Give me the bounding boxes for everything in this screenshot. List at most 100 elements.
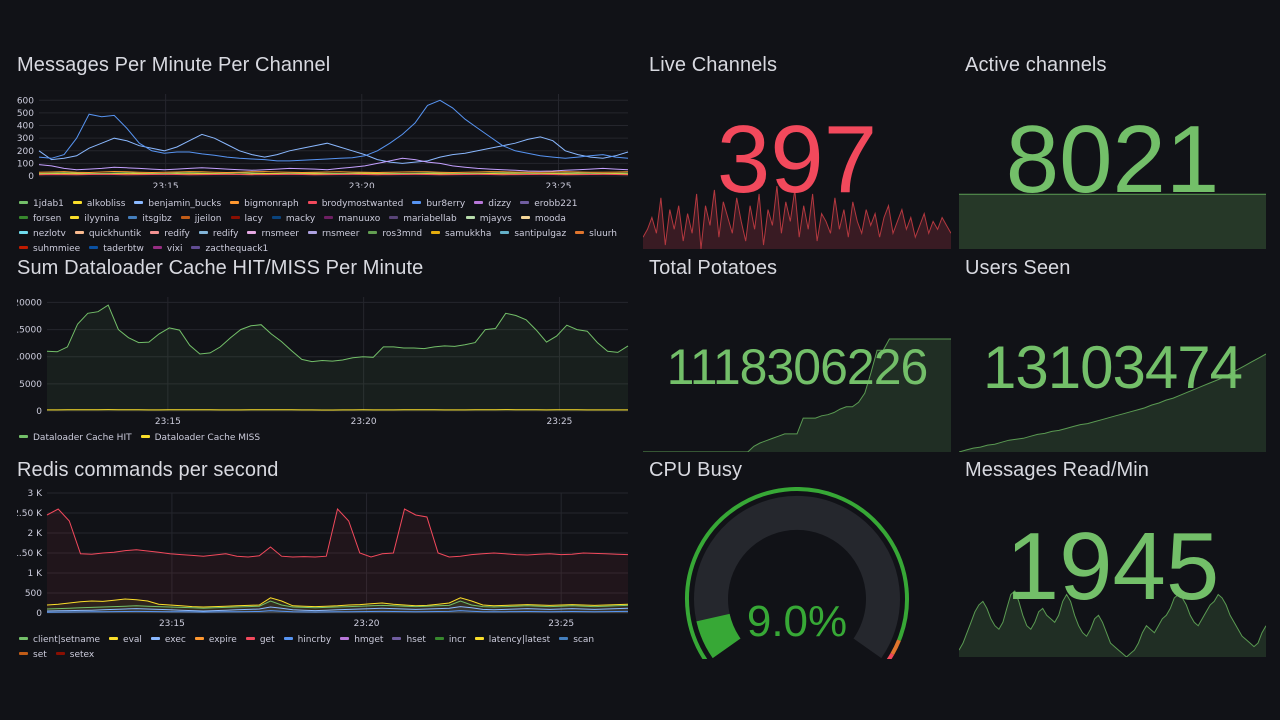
legend-item[interactable]: get	[245, 633, 275, 648]
legend-label: scan	[573, 635, 595, 645]
x-tick-label: 23:20	[349, 182, 375, 188]
legend-item[interactable]: brodymostwanted	[307, 197, 403, 212]
legend-item[interactable]: sluurh	[575, 227, 617, 242]
panel-title[interactable]: Redis commands per second	[17, 459, 279, 481]
legend-item[interactable]: vixi	[152, 242, 182, 257]
legend-item[interactable]: bur8erry	[412, 197, 465, 212]
legend-item[interactable]: rnsmeer	[247, 227, 299, 242]
legend-item[interactable]: ilyynina	[70, 212, 119, 227]
legend-label: hset	[406, 635, 426, 645]
series-line	[38, 133, 629, 164]
legend-item[interactable]: alkobliss	[72, 197, 125, 212]
legend-swatch	[465, 216, 475, 219]
panel-title[interactable]: Active channels	[965, 54, 1107, 76]
legend-label: redify	[212, 229, 239, 239]
legend-item[interactable]: taderbtw	[89, 242, 144, 257]
panel-title[interactable]: CPU Busy	[649, 459, 743, 481]
legend-item[interactable]: lacy	[230, 212, 263, 227]
gauge-threshold-green	[685, 487, 910, 659]
panel-messages-per-minute: Messages Per Minute Per Channel 600 500 40…	[17, 54, 632, 254]
legend-item[interactable]: manuuxo	[324, 212, 380, 227]
legend-item[interactable]: hincrby	[283, 633, 331, 648]
legend-item[interactable]: incr	[434, 633, 466, 648]
panel-title[interactable]: Total Potatoes	[649, 257, 778, 279]
panel-title[interactable]: Messages Read/Min	[965, 459, 1150, 481]
legend-item[interactable]: 1jdab1	[19, 197, 64, 212]
dataloader-chart[interactable]: 20000 15000 10000 5000 0 23:15 23:20 23:25	[17, 291, 632, 431]
legend-item[interactable]: setex	[55, 648, 95, 663]
panel-title[interactable]: Messages Per Minute Per Channel	[17, 54, 331, 76]
legend-item[interactable]: dizzy	[474, 197, 511, 212]
cpu-busy-gauge	[685, 487, 910, 659]
legend-item[interactable]: jjeilon	[180, 212, 222, 227]
legend-label: zacthequack1	[205, 244, 269, 254]
legend-item[interactable]: mooda	[520, 212, 566, 227]
legend-swatch	[520, 216, 530, 219]
legend-item[interactable]: hmget	[340, 633, 383, 648]
legend-item[interactable]: macky	[271, 212, 315, 227]
legend-item[interactable]: mjayvs	[465, 212, 512, 227]
legend-item[interactable]: quickhuntik	[74, 227, 141, 242]
legend-label: expire	[208, 635, 237, 645]
legend-item[interactable]: rnsmeer	[307, 227, 359, 242]
y-tick-label: 2.50 K	[17, 509, 43, 519]
legend-label: redify	[164, 229, 190, 239]
panel-live-channels: Live Channels 397	[643, 54, 951, 249]
messages-per-minute-chart[interactable]: 600 500 400 300 200 100 0 23:15 23:20 23:25	[17, 88, 632, 188]
legend-item[interactable]: expire	[194, 633, 237, 648]
legend-label: client|setname	[33, 635, 101, 645]
legend-swatch	[559, 637, 569, 640]
total-potatoes-sparkline	[643, 338, 951, 452]
y-tick-label: 15000	[17, 326, 42, 336]
panel-title[interactable]: Sum Dataloader Cache HIT/MISS Per Minute	[17, 257, 424, 279]
legend-item[interactable]: eval	[109, 633, 142, 648]
panel-redis: Redis commands per second 3 K 2.50 K 2 K 1.…	[17, 459, 632, 660]
legend-label: ilyynina	[84, 214, 120, 224]
legend-item[interactable]: set	[19, 648, 47, 663]
legend-swatch	[55, 652, 65, 655]
legend-label: setex	[69, 650, 95, 660]
legend-item[interactable]: mariabellab	[389, 212, 457, 227]
sparkline-line	[643, 338, 951, 452]
legend-swatch	[152, 246, 162, 249]
legend-item[interactable]: redify	[198, 227, 239, 242]
legend-item[interactable]: samukkha	[431, 227, 491, 242]
legend-item[interactable]: client|setname	[19, 633, 100, 648]
legend-item[interactable]: scan	[559, 633, 594, 648]
legend-swatch	[412, 201, 422, 204]
panel-title[interactable]: Live Channels	[649, 54, 778, 76]
y-tick-label: 300	[17, 134, 34, 144]
panel-active-channels: Active channels 8021	[959, 54, 1266, 249]
x-tick-label: 23:15	[155, 417, 181, 427]
panel-title[interactable]: Users Seen	[965, 257, 1071, 279]
legend-item[interactable]: nezlotv	[19, 227, 66, 242]
legend-item[interactable]: itsgibz	[128, 212, 172, 227]
legend-item[interactable]: Dataloader Cache HIT	[19, 431, 132, 446]
legend-item[interactable]: latency|latest	[474, 633, 550, 648]
legend-item[interactable]: forsen	[19, 212, 61, 227]
legend-item[interactable]: hset	[392, 633, 426, 648]
legend-label: exec	[164, 635, 186, 645]
legend-item[interactable]: benjamin_bucks	[134, 197, 221, 212]
legend-item[interactable]: suhmmiee	[19, 242, 80, 257]
legend-item[interactable]: redify	[150, 227, 190, 242]
users-seen-sparkline	[959, 353, 1266, 452]
chart-legend: client|setname eval exec expire get hincrby hm…	[19, 633, 629, 663]
legend-item[interactable]: Dataloader Cache MISS	[140, 431, 260, 446]
y-tick-label: 5000	[19, 380, 42, 390]
legend-item[interactable]: zacthequack1	[191, 242, 268, 257]
legend-swatch	[134, 201, 144, 204]
legend-item[interactable]: erobb221	[520, 197, 577, 212]
legend-swatch	[19, 652, 28, 655]
legend-swatch	[72, 201, 82, 204]
active-channels-value: 8021	[1005, 106, 1220, 213]
redis-chart[interactable]: 3 K 2.50 K 2 K 1.50 K 1 K 500 0 23:15 23:20 23:25	[17, 487, 632, 635]
legend-item[interactable]: bigmonraph	[230, 197, 299, 212]
legend-swatch	[19, 201, 28, 204]
legend-item[interactable]: santipulgaz	[500, 227, 566, 242]
legend-swatch	[389, 216, 399, 219]
legend-label: lacy	[244, 214, 263, 224]
legend-item[interactable]: ros3mnd	[368, 227, 422, 242]
legend-item[interactable]: exec	[150, 633, 186, 648]
legend-label: sluurh	[589, 229, 618, 239]
